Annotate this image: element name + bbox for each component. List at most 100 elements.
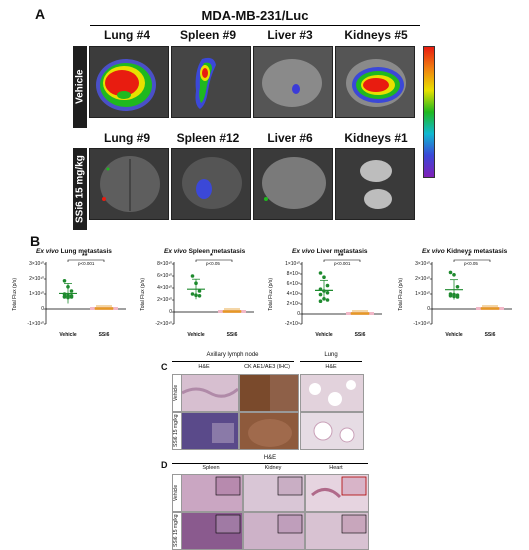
row-label-vehicle: Vehicle	[73, 46, 87, 128]
chart-title-rest: Lung metastasis	[58, 248, 112, 255]
panel-d-ssi6-spleen	[181, 512, 243, 550]
vehicle-point	[448, 270, 453, 275]
chart-title-italic: Ex vivo	[164, 248, 187, 255]
ssi6-point	[108, 307, 112, 310]
panel-c-header-lung: Lung	[324, 352, 338, 358]
chart-svg	[430, 259, 512, 325]
panel-c-letter: C	[161, 362, 168, 372]
y-tick-label: -1×10¹⁰	[27, 321, 44, 327]
ssi6-point	[234, 310, 238, 313]
y-tick-label: 1×10¹⁰	[415, 291, 430, 297]
panel-d-letter: D	[161, 460, 168, 470]
chart-title: Ex vivo Spleen metastasis	[164, 248, 245, 255]
ssi6-point	[352, 312, 356, 315]
ssi6-point	[110, 307, 114, 310]
x-category-label: SSi6	[484, 332, 496, 338]
panel-d-col-spleen: Spleen	[202, 465, 220, 471]
label-kidneys-1: Kidneys #1	[344, 131, 408, 145]
y-tick-label: 4×10¹⁰	[157, 285, 172, 291]
panel-c-vehicle-ihc	[239, 374, 299, 412]
panel-d-vehicle-kidney	[243, 474, 305, 512]
ssi6-point	[482, 307, 486, 310]
label-liver-6: Liver #6	[267, 131, 313, 145]
ssi6-point	[104, 307, 108, 310]
image-lung-9	[89, 148, 169, 220]
ssi6-point	[492, 307, 496, 310]
ssi6-point	[236, 310, 240, 313]
ssi6-point	[366, 312, 370, 315]
panel-d-col-heart: Heart	[329, 465, 343, 471]
significance-stars: **	[82, 253, 88, 260]
image-kidneys-5	[335, 46, 415, 118]
significance-stars: **	[338, 253, 344, 260]
image-lung-4	[89, 46, 169, 118]
chart-svg	[300, 259, 382, 325]
vehicle-point	[318, 299, 323, 303]
panel-b-letter: B	[30, 233, 41, 249]
ssi6-point	[496, 307, 500, 310]
ssi6-point	[106, 307, 110, 310]
panel-d-header: H&E	[263, 455, 277, 461]
vehicle-point	[325, 283, 330, 288]
panel-c-col-he: H&E	[198, 364, 210, 370]
ssi6-point	[494, 307, 498, 310]
panel-c-col-he-lung: H&E	[325, 364, 337, 370]
panel-a-title: MDA-MB-231/Luc	[201, 8, 309, 23]
y-tick-label: -1×10¹⁰	[413, 321, 430, 327]
x-category-label: SSi6	[226, 332, 238, 338]
chart-title: Ex vivo Liver metastasis	[292, 248, 368, 255]
title-rule	[90, 25, 420, 26]
y-tick-label: 2×10¹⁰	[415, 276, 430, 282]
panel-c-vehicle-lung	[300, 374, 364, 412]
chart-2: Ex vivo Liver metastasis Total Flux (p/s)…	[268, 248, 388, 348]
chart-title: Ex vivo Lung metastasis	[36, 248, 112, 255]
vehicle-point	[455, 285, 460, 289]
sig-bracket	[195, 259, 233, 262]
ssi6-point	[232, 310, 236, 313]
ssi6-point	[226, 310, 230, 313]
ssi6-point	[354, 312, 358, 315]
chart-title: Ex vivo Kidneys metastasis	[422, 248, 507, 255]
sig-bracket	[453, 259, 491, 262]
chart-svg	[172, 259, 254, 325]
panel-c-col-ihc: CK AE1/AE3 (IHC)	[244, 364, 290, 370]
significance-stars: *	[468, 253, 471, 260]
panel-d-col-kidney: Kidney	[264, 465, 282, 471]
ssi6-point	[230, 310, 234, 313]
x-category-label: SSi6	[98, 332, 110, 338]
ssi6-point	[486, 307, 490, 310]
ssi6-point	[360, 312, 364, 315]
x-category-label: Vehicle	[445, 332, 463, 338]
image-kidneys-1	[335, 148, 415, 220]
label-lung-4: Lung #4	[103, 28, 150, 42]
chart-title-rest: Kidneys metastasis	[444, 248, 508, 255]
y-tick-label: 0	[41, 306, 44, 312]
chart-title-rest: Liver metastasis	[314, 248, 368, 255]
vehicle-point	[190, 292, 195, 296]
colorbar	[423, 46, 435, 178]
panel-d-header-rule	[172, 463, 368, 464]
p-value: p<0.05	[464, 261, 478, 266]
y-tick-label: 8×10⁹	[286, 271, 300, 277]
ssi6-point	[98, 307, 102, 310]
vehicle-point	[62, 279, 67, 283]
panel-c-ssi6-he	[181, 412, 239, 450]
sig-bracket	[323, 259, 361, 262]
panel-a-letter: A	[35, 6, 46, 22]
y-tick-label: 3×10¹⁰	[29, 261, 44, 267]
y-tick-label: 1×10¹⁰	[285, 261, 300, 267]
ssi6-point	[488, 307, 492, 310]
vehicle-point	[190, 274, 195, 278]
y-tick-label: 6×10¹⁰	[157, 273, 172, 279]
y-tick-label: 0	[297, 311, 300, 317]
y-tick-label: 0	[427, 306, 430, 312]
panel-c-lung-rule	[300, 361, 362, 362]
panel-c-vehicle-he	[181, 374, 239, 412]
y-tick-label: 4×10⁹	[286, 291, 300, 297]
x-category-label: Vehicle	[187, 332, 205, 338]
vehicle-point	[448, 294, 453, 298]
y-tick-label: 2×10¹⁰	[157, 297, 172, 303]
panel-d-vehicle-heart	[305, 474, 369, 512]
chart-1: Ex vivo Spleen metastasis Total Flux (p/s…	[140, 248, 260, 348]
ssi6-point	[480, 307, 484, 310]
